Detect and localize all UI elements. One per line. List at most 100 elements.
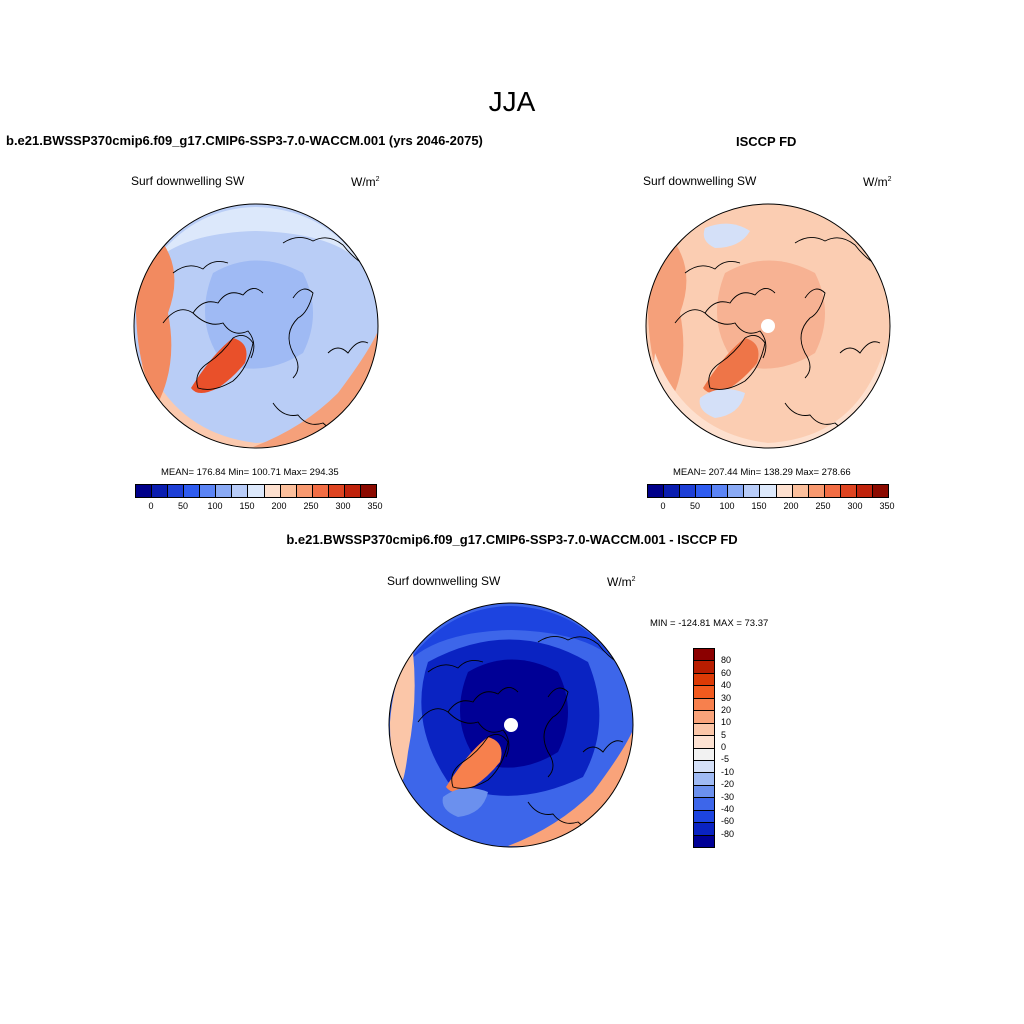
coastline <box>794 237 878 266</box>
colorbar-tick-label: 0 <box>660 501 666 511</box>
map-field-region <box>153 207 361 263</box>
colorbar-tick-label: -80 <box>721 828 735 839</box>
colorbar-swatch <box>168 485 185 497</box>
colorbar-swatch <box>694 661 714 674</box>
colorbar-swatch <box>694 810 714 824</box>
coastline <box>282 237 366 266</box>
colorbar-swatch <box>694 649 714 662</box>
obs-stats: MEAN= 207.44 Min= 138.29 Max= 278.66 <box>673 467 851 478</box>
colorbar-tick-label: -60 <box>721 816 735 827</box>
colorbar-swatch <box>200 485 217 497</box>
colorbar-swatch <box>694 773 714 786</box>
colorbar-swatch <box>694 785 714 799</box>
colorbar-tick-label: 0 <box>148 501 154 511</box>
map-border <box>388 602 634 848</box>
colorbar-swatch <box>152 485 169 497</box>
coastline <box>582 740 624 753</box>
colorbar-swatch <box>840 485 857 497</box>
colorbar-tick-label: 50 <box>177 501 189 511</box>
model-colorbar <box>135 484 377 498</box>
colorbar-tick-label: 200 <box>783 501 799 511</box>
colorbar-swatch <box>648 485 665 497</box>
colorbar-tick-label: 40 <box>721 680 732 691</box>
coastline <box>684 261 741 274</box>
map-field-region <box>136 243 175 403</box>
colorbar-tick-label: 250 <box>303 501 319 511</box>
coastline <box>543 687 569 778</box>
diff-stats: MIN = -124.81 MAX = 73.37 <box>650 618 769 629</box>
colorbar-swatch <box>264 485 281 497</box>
map-field-region <box>134 353 378 448</box>
colorbar-tick-label: 80 <box>721 655 732 666</box>
colorbar-swatch <box>696 485 713 497</box>
colorbar-tick-label: 350 <box>367 501 383 511</box>
coastline <box>839 341 881 354</box>
colorbar-swatch <box>808 485 825 497</box>
map-field-region <box>703 223 750 248</box>
pole-missing-data <box>761 319 775 333</box>
model-stats: MEAN= 176.84 Min= 100.71 Max= 294.35 <box>161 467 339 478</box>
colorbar-tick-label: 5 <box>721 729 727 740</box>
model-units-label: W/m2 <box>351 175 380 189</box>
colorbar-swatch <box>694 760 714 774</box>
colorbar-tick-label: -20 <box>721 779 735 790</box>
coastline <box>451 733 509 789</box>
map-field-region <box>703 338 759 393</box>
colorbar-swatch <box>232 485 249 497</box>
colorbar-tick-label: 50 <box>689 501 701 511</box>
model-polar-map <box>133 203 379 449</box>
colorbar-swatch <box>360 485 376 497</box>
model-panel-title: b.e21.BWSSP370cmip6.f09_g17.CMIP6-SSP3-7… <box>6 133 483 148</box>
colorbar-swatch <box>694 798 714 811</box>
colorbar-tick-label: 30 <box>721 692 732 703</box>
colorbar-tick-label: 20 <box>721 704 732 715</box>
model-variable-label: Surf downwelling SW <box>131 174 245 188</box>
map-field-region <box>646 353 890 448</box>
colorbar-swatch <box>216 485 233 497</box>
colorbar-swatch <box>744 485 761 497</box>
diff-units-label: W/m2 <box>607 575 636 589</box>
colorbar-swatch <box>824 485 841 497</box>
map-field-region <box>446 737 502 792</box>
coastline <box>288 288 314 379</box>
colorbar-swatch <box>776 485 793 497</box>
figure-title: JJA <box>488 86 536 117</box>
colorbar-tick-label: 100 <box>207 501 223 511</box>
coastline <box>327 341 369 354</box>
obs-polar-map <box>645 203 891 449</box>
coastline <box>674 288 776 324</box>
coastline <box>196 334 254 390</box>
obs-variable-label: Surf downwelling SW <box>643 174 757 188</box>
pole-missing-data <box>504 718 518 732</box>
colorbar-swatch <box>728 485 745 497</box>
colorbar-swatch <box>248 485 265 497</box>
diff-panel-title: b.e21.BWSSP370cmip6.f09_g17.CMIP6-SSP3-7… <box>286 532 738 547</box>
map-field-region <box>191 338 247 393</box>
coastline <box>192 312 255 359</box>
colorbar-swatch <box>184 485 201 497</box>
colorbar-swatch <box>694 736 714 749</box>
colorbar-swatch <box>296 485 313 497</box>
colorbar-swatch <box>872 485 888 497</box>
colorbar-tick-label: 150 <box>751 501 767 511</box>
colorbar-swatch <box>344 485 361 497</box>
colorbar-swatch <box>760 485 777 497</box>
colorbar-swatch <box>664 485 681 497</box>
coastline <box>800 288 826 379</box>
colorbar-swatch <box>694 835 714 847</box>
colorbar-swatch <box>328 485 345 497</box>
colorbar-swatch <box>680 485 697 497</box>
colorbar-tick-label: 350 <box>879 501 895 511</box>
coastline <box>427 660 484 673</box>
coastline <box>708 334 766 390</box>
colorbar-tick-label: -5 <box>721 754 730 765</box>
colorbar-swatch <box>792 485 809 497</box>
coastline <box>162 288 264 324</box>
map-border <box>645 203 891 449</box>
coastline <box>447 711 510 758</box>
colorbar-swatch <box>694 711 714 724</box>
coastline <box>417 687 519 723</box>
colorbar-tick-label: 250 <box>815 501 831 511</box>
colorbar-swatch <box>694 673 714 687</box>
colorbar-tick-label: 0 <box>721 742 727 752</box>
